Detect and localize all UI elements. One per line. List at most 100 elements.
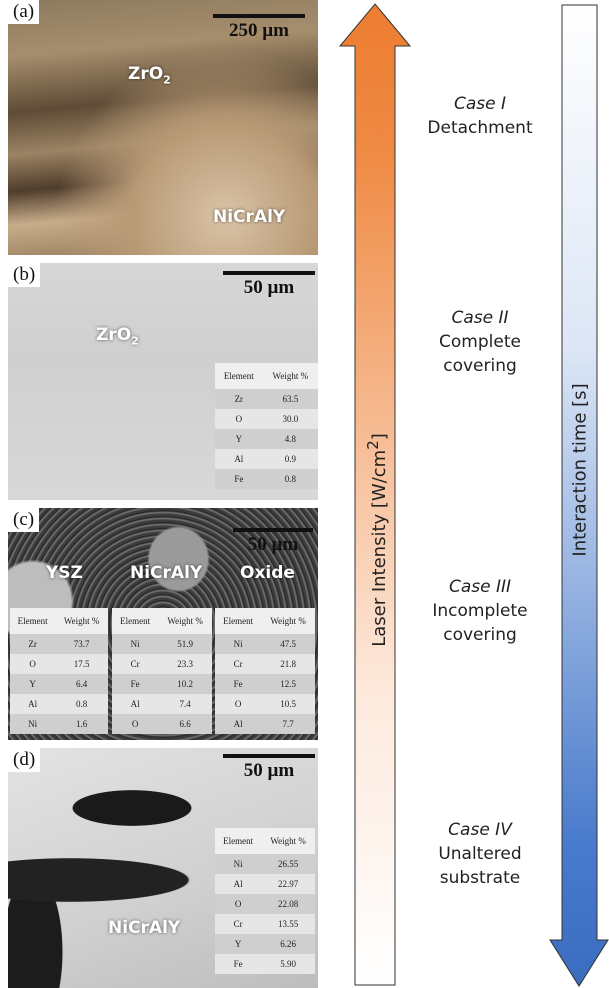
panel-label: (d) [8,748,40,772]
annotation: NiCrAlY [213,207,285,227]
table-row: Cr23.3 [112,654,212,674]
header-cell: Element [215,828,261,854]
table-cell: Ni [215,634,261,654]
header-cell: Weight % [55,608,108,634]
table-cell: 7.7 [261,714,315,734]
composition-table: ElementWeight %Ni51.9Cr23.3Fe10.2Al7.4O6… [112,608,212,734]
annotation-text: YSZ [46,563,83,583]
table-cell: Fe [215,954,261,974]
table-cell: 0.8 [55,694,108,714]
label-sup: 2 [364,440,382,450]
table-row: Y6.4 [10,674,108,694]
table-cell: 22.97 [261,874,315,894]
table-cell: 0.8 [263,469,318,489]
table-cell: Al [215,714,261,734]
table-row: Zr73.7 [10,634,108,654]
scale-bar: 50 µm [233,528,313,556]
table-cell: 6.26 [261,934,315,954]
scale-bar: 250 µm [213,14,305,42]
annotation: NiCrAlY [108,918,180,938]
table-row: Ni26.55 [215,854,315,874]
header-cell: Weight % [261,608,315,634]
table-cell: 0.9 [263,449,318,469]
header-cell: Element [112,608,158,634]
micrograph-panel: (c)50 µmYSZNiCrAlYOxideElementWeight %Zr… [8,508,318,740]
table-row: Al22.97 [215,874,315,894]
table-cell: Al [112,694,158,714]
annotation: ZrO2 [128,64,171,86]
table-cell: 47.5 [261,634,315,654]
label-text: Laser Intensity [W/cm [369,450,390,647]
annotation-text: NiCrAlY [213,207,285,227]
table-cell: Ni [10,714,55,734]
table-cell: Fe [215,469,263,489]
annotation-text: Oxide [240,563,295,583]
header-cell: Element [215,608,261,634]
annotation-text: NiCrAlY [130,563,202,583]
case-title: Case II [405,306,555,330]
table-cell: O [215,694,261,714]
table-cell: O [215,894,261,914]
table-row: Ni47.5 [215,634,315,654]
case-title: Case I [405,92,555,116]
table-cell: 63.5 [263,389,318,409]
table-cell: Zr [215,389,263,409]
table-cell: Cr [215,654,261,674]
table-cell: O [112,714,158,734]
table-cell: Zr [10,634,55,654]
table-cell: O [10,654,55,674]
case-description: Unaltered substrate [425,842,535,890]
table-row: O6.6 [112,714,212,734]
table-row: Y6.26 [215,934,315,954]
annotation-text: ZrO [128,64,163,84]
annotation-sub: 2 [131,334,139,347]
annotation: NiCrAlY [130,563,202,583]
table-cell: 6.4 [55,674,108,694]
case-title: Case IV [405,818,555,842]
table-cell: 73.7 [55,634,108,654]
table-cell: Fe [215,674,261,694]
table-cell: 13.55 [261,914,315,934]
header-cell: Element [10,608,55,634]
panel-label: (b) [8,263,40,287]
table-row: O30.0 [215,409,318,429]
header-cell: Weight % [261,828,315,854]
panel-label: (a) [8,0,39,24]
table-cell: 22.08 [261,894,315,914]
header-cell: Element [215,363,263,389]
table-cell: 4.8 [263,429,318,449]
table-cell: 51.9 [158,634,212,654]
case-description: Complete covering [425,330,535,378]
panel-label: (c) [8,508,39,532]
table-cell: Al [215,449,263,469]
annotation: ZrO2 [96,325,139,347]
table-cell: Ni [215,854,261,874]
table-cell: Y [10,674,55,694]
table-cell: Al [215,874,261,894]
table-cell: Al [10,694,55,714]
laser-axis-label: Laser Intensity [W/cm2] [364,433,390,647]
case-label: Case IIIIncomplete covering [405,575,555,647]
figure: Laser Intensity [W/cm2] Interaction time… [0,0,609,988]
label-end: ] [369,433,390,440]
table-cell: 30.0 [263,409,318,429]
